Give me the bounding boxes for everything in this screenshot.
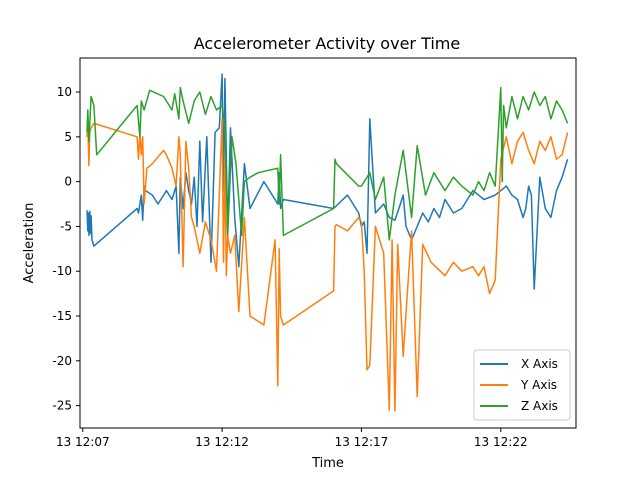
legend-box [473, 349, 571, 421]
x-tick-label: 13 12:17 [335, 435, 389, 449]
legend-label: Y Axis [520, 378, 557, 392]
y-tick-label: -15 [52, 309, 72, 323]
x-tick-label: 13 12:22 [474, 435, 528, 449]
plot-frame [79, 57, 577, 429]
legend: X Axis Y Axis Z Axis [473, 349, 571, 421]
y-tick-label: 0 [64, 175, 72, 189]
legend-label: X Axis [521, 357, 558, 371]
y-axis-label: Acceleration [22, 203, 37, 284]
y-axis: 10 5 0 -5 -10 -15 -20 -25 [52, 85, 80, 413]
x-axis: 13 12:07 13 12:12 13 12:17 13 12:22 [56, 428, 528, 449]
y-tick-label: 5 [64, 130, 72, 144]
plot-lines [86, 73, 569, 412]
series-line-x-axis [86, 73, 569, 290]
x-tick-label: 13 12:07 [56, 435, 110, 449]
y-tick-label: -10 [52, 264, 72, 278]
x-tick-label: 13 12:12 [195, 435, 249, 449]
y-tick-label: -20 [52, 354, 72, 368]
x-axis-label: Time [311, 456, 344, 471]
y-tick-label: -5 [60, 219, 72, 233]
series-line-z-axis [86, 86, 569, 241]
y-tick-label: 10 [57, 85, 72, 99]
chart-title: Accelerometer Activity over Time [194, 34, 460, 53]
y-tick-label: -25 [52, 399, 72, 413]
series-line-y-axis [86, 118, 569, 412]
legend-label: Z Axis [521, 399, 558, 413]
